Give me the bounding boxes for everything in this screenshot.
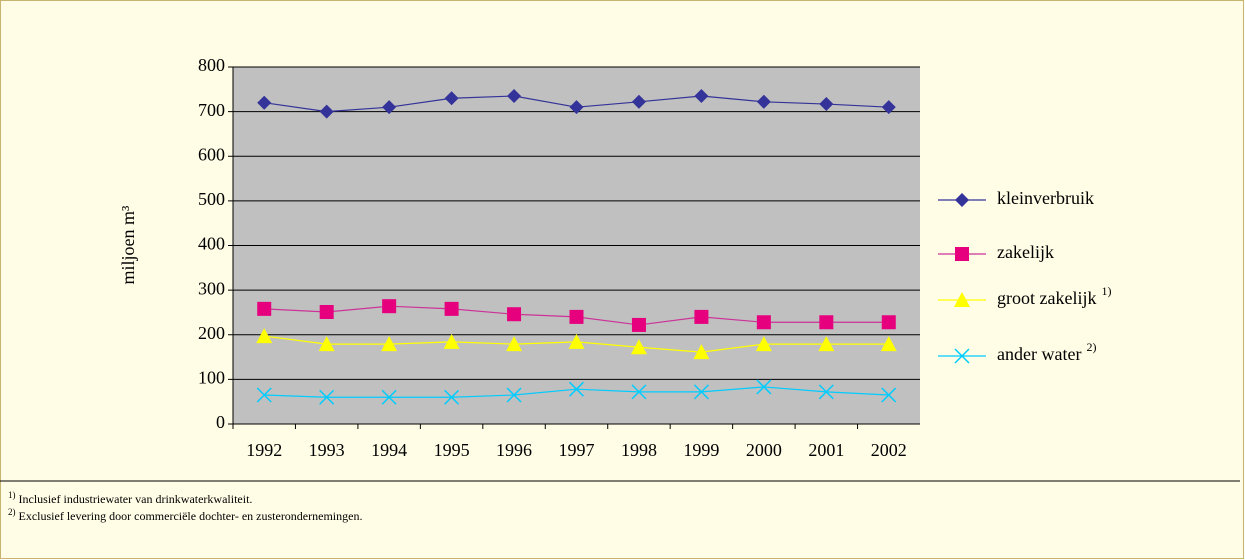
marker <box>569 100 584 115</box>
marker <box>818 336 835 352</box>
y-tick-label: 0 <box>216 412 225 432</box>
marker <box>694 309 709 324</box>
marker <box>382 299 397 314</box>
legend-label: zakelijk <box>997 242 1054 262</box>
marker <box>694 89 709 104</box>
marker <box>819 315 834 330</box>
footnote-marker: 2) <box>8 507 16 517</box>
marker <box>443 333 460 349</box>
marker <box>506 387 522 403</box>
y-tick-label: 200 <box>198 323 225 343</box>
legend-footnote-ref: 1) <box>1101 284 1111 298</box>
marker <box>318 336 335 352</box>
x-tick-label: 1993 <box>309 440 345 460</box>
marker <box>569 309 584 324</box>
marker <box>631 94 646 109</box>
footnote: 2) Exclusief levering door commerciële do… <box>8 507 362 523</box>
footnotes: 1) Inclusief industriewater van drinkwate… <box>8 490 362 523</box>
legend-label: groot zakelijk 1) <box>997 284 1111 308</box>
marker <box>756 94 771 109</box>
marker <box>756 379 772 395</box>
x-tick-label: 1997 <box>559 440 595 460</box>
marker <box>381 336 398 352</box>
marker <box>568 381 585 397</box>
x-tick-label: 1992 <box>246 440 282 460</box>
marker <box>506 336 523 352</box>
legend-footnote-ref: 2) <box>1086 340 1096 354</box>
footnote-marker: 1) <box>8 490 16 500</box>
y-tick-label: 800 <box>198 55 225 75</box>
marker <box>381 389 397 405</box>
marker <box>444 389 460 405</box>
marker <box>881 387 897 403</box>
legend-label: ander water 2) <box>997 340 1096 364</box>
marker <box>444 301 459 316</box>
marker <box>631 317 646 332</box>
marker <box>630 339 647 355</box>
marker <box>256 328 273 344</box>
marker <box>444 91 459 106</box>
footnote: 1) Inclusief industriewater van drinkwate… <box>8 490 252 506</box>
marker <box>955 247 969 261</box>
y-tick-label: 300 <box>198 278 225 298</box>
marker <box>954 292 970 307</box>
legend-name: kleinverbruik <box>997 188 1094 208</box>
x-tick-label: 1995 <box>434 440 470 460</box>
marker <box>756 315 771 330</box>
marker <box>507 307 522 322</box>
marker <box>631 384 647 400</box>
legend-name: ander water <box>997 344 1081 364</box>
marker <box>319 389 335 405</box>
marker <box>954 348 970 364</box>
marker <box>755 336 772 352</box>
x-tick-label: 1999 <box>683 440 719 460</box>
marker <box>507 89 522 104</box>
marker <box>568 333 585 349</box>
x-tick-label: 1996 <box>496 440 532 460</box>
x-tick-label: 2002 <box>871 440 907 460</box>
y-tick-label: 700 <box>198 100 225 120</box>
marker <box>319 304 334 319</box>
y-tick-label: 400 <box>198 234 225 254</box>
x-tick-label: 1998 <box>621 440 657 460</box>
footnote-text: Inclusief industriewater van drinkwaterk… <box>19 492 253 506</box>
marker <box>257 95 272 110</box>
marker <box>693 384 709 400</box>
y-tick-label: 100 <box>198 368 225 388</box>
footnote-text: Exclusief levering door commerciële doch… <box>19 509 363 523</box>
marker <box>382 100 397 115</box>
marker <box>256 387 272 403</box>
legend-name: zakelijk <box>997 242 1054 262</box>
y-tick-label: 500 <box>198 189 225 209</box>
legend-label: kleinverbruik <box>997 188 1094 208</box>
y-axis-label: miljoen m³ <box>118 205 138 284</box>
marker <box>881 100 896 115</box>
marker <box>881 315 896 330</box>
marker <box>880 336 897 352</box>
marker <box>693 344 710 360</box>
x-tick-label: 2000 <box>746 440 782 460</box>
marker <box>818 384 834 400</box>
y-tick-label: 600 <box>198 144 225 164</box>
marker <box>319 104 334 119</box>
marker <box>955 193 969 207</box>
x-tick-label: 1994 <box>371 440 407 460</box>
x-tick-label: 2001 <box>808 440 844 460</box>
legend-name: groot zakelijk <box>997 288 1096 308</box>
marker <box>257 301 272 316</box>
marker <box>819 97 834 112</box>
